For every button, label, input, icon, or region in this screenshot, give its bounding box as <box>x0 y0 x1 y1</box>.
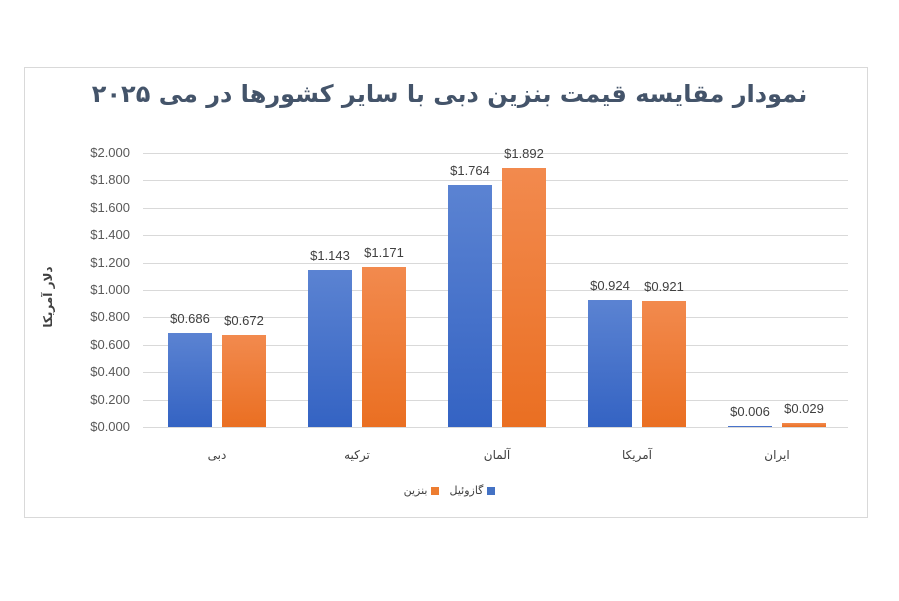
y-tick-label: $0.400 <box>90 364 130 380</box>
data-label: $1.143 <box>310 248 350 264</box>
legend-item-diesel: گازوئیل <box>449 484 496 497</box>
chart-frame <box>24 67 868 518</box>
y-axis-label: دلار آمریکا <box>41 266 55 328</box>
y-tick-label: $0.000 <box>90 419 130 434</box>
bar <box>588 300 632 427</box>
gridline <box>143 153 848 154</box>
legend-label: گازوئیل <box>449 484 484 497</box>
data-label: $1.171 <box>364 244 404 260</box>
gridline <box>143 317 848 319</box>
data-label: $1.892 <box>504 145 544 161</box>
y-tick-label: $2.000 <box>90 145 130 160</box>
bar <box>308 270 352 427</box>
data-label: $0.686 <box>170 311 210 327</box>
gridline <box>143 344 848 346</box>
x-category-label: دبی <box>207 448 227 462</box>
legend-label: بنزین <box>403 484 428 497</box>
x-category-label: آلمان <box>483 448 511 462</box>
bar <box>782 423 826 427</box>
legend: گازوئیل بنزین <box>0 484 899 497</box>
gridline <box>143 399 848 401</box>
data-label: $1.764 <box>450 163 490 179</box>
data-label: $0.029 <box>784 401 824 417</box>
data-label: $0.672 <box>224 312 264 328</box>
x-category-label: ایران <box>764 448 790 462</box>
y-tick-label: $1.800 <box>90 172 130 188</box>
legend-item-gasoline: بنزین <box>404 484 440 497</box>
gridline <box>143 235 848 237</box>
y-tick-label: $1.200 <box>90 254 130 270</box>
bar <box>168 333 212 427</box>
bar <box>362 266 406 427</box>
bar <box>642 300 686 427</box>
y-tick-label: $0.200 <box>90 391 130 407</box>
x-category-label: آمریکا <box>621 448 652 462</box>
y-tick-label: $0.600 <box>90 336 130 352</box>
bar <box>728 426 772 427</box>
data-label: $0.924 <box>590 278 630 294</box>
chart-title: نمودار مقایسه قیمت بنزین دبی با سایر کشو… <box>91 80 808 108</box>
bar <box>502 167 546 427</box>
gridline <box>143 290 848 291</box>
data-label: $0.921 <box>644 278 684 294</box>
data-label: $0.006 <box>730 404 770 420</box>
gridline <box>143 180 848 182</box>
bar <box>222 334 266 427</box>
y-tick-label: $1.600 <box>90 199 130 215</box>
gridline <box>143 207 848 209</box>
y-tick-label: $0.800 <box>90 309 130 325</box>
bar <box>448 185 492 427</box>
gridline <box>143 427 848 428</box>
y-tick-label: $1.400 <box>90 227 130 243</box>
legend-swatch-orange-icon <box>431 486 440 495</box>
gridline <box>143 262 848 264</box>
x-category-label: ترکیه <box>344 448 370 462</box>
gridline <box>143 372 848 374</box>
y-tick-label: $1.000 <box>90 282 130 297</box>
legend-swatch-blue-icon <box>487 486 496 495</box>
